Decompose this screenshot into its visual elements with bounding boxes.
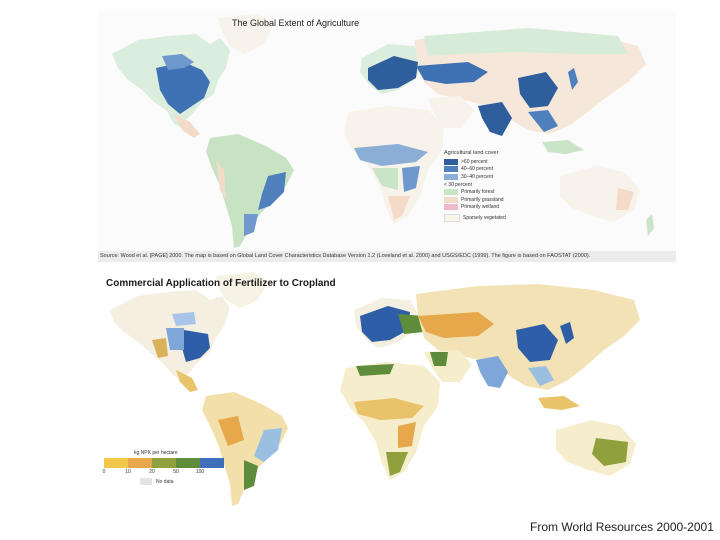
scale-swatch [152, 458, 176, 468]
east-africa-cropland [402, 166, 420, 192]
agriculture-map-graphic [112, 14, 654, 248]
indonesia-islands [542, 140, 584, 154]
canada-prairie-fertilizer [172, 312, 196, 326]
india-cropland [478, 102, 512, 136]
legend-swatch [444, 166, 458, 173]
southeast-asia-fertilizer [528, 366, 554, 386]
us-midwest-high-fertilizer [182, 330, 210, 362]
agriculture-legend-heading: Agricultural land cover [444, 150, 499, 156]
brazil-fertilizer [254, 428, 282, 462]
fertilizer-legend-heading: kg NPK per hectare [134, 450, 178, 456]
scale-tick-label: 10 [125, 469, 131, 475]
central-asia-fertilizer [418, 312, 494, 338]
legend-label: Primarily grassland [461, 196, 504, 203]
legend-row-grassland: Primarily grassland [444, 196, 534, 204]
legend-row-high: >60 percent [444, 158, 534, 166]
legend-swatch [444, 158, 458, 165]
north-america-prairies [162, 54, 194, 70]
china-cropland [518, 72, 558, 108]
legend-label: Primarily forest [461, 189, 495, 196]
agriculture-map-source: Source: Wood et al. [PAGE] 2000. The map… [98, 251, 676, 262]
east-africa-fertilizer [398, 422, 416, 448]
legend-swatch [444, 173, 458, 180]
fertilizer-scale-ticks: 0 10 20 50 100 [102, 468, 224, 476]
australia-east-cropland [616, 188, 634, 210]
legend-row-low: 30–40 percent [444, 173, 534, 181]
scale-swatch [128, 458, 152, 468]
korea-japan-fertilizer [560, 322, 574, 344]
south-america-landmass [206, 134, 294, 248]
scale-swatch [176, 458, 200, 468]
southern-africa-grassland [388, 196, 410, 220]
europe-cropland [368, 56, 418, 90]
india-fertilizer [476, 356, 508, 388]
pampas-cropland [244, 214, 258, 236]
mexico-grassland [174, 114, 200, 138]
greenland-landmass [218, 14, 274, 54]
agriculture-legend-subheading: < 30 percent [444, 181, 472, 188]
africa-landmass [344, 106, 444, 224]
fertilizer-color-scale [104, 458, 224, 468]
middle-east-landmass [428, 96, 474, 128]
legend-swatch [444, 189, 458, 196]
australia-fertilizer [592, 438, 628, 466]
north-america-cropland [156, 62, 210, 114]
scale-swatch [104, 458, 128, 468]
sahel-cropland [354, 144, 428, 166]
legend-label: 30–40 percent [461, 173, 493, 180]
no-data-swatch [140, 478, 152, 485]
scale-tick-label: 50 [173, 469, 179, 475]
new-zealand [646, 214, 654, 236]
fertilizer-map-title: Commercial Application of Fertilizer to … [106, 278, 336, 289]
agriculture-extent-map-panel: The Global Extent of Agriculture Agricul… [98, 10, 676, 262]
legend-label: Primarily wetland [461, 204, 500, 211]
legend-swatch [444, 196, 458, 203]
africa-mediterranean-fertilizer [356, 364, 394, 376]
legend-swatch [444, 213, 460, 222]
china-high-fertilizer [516, 324, 558, 362]
us-west-fertilizer [152, 338, 168, 358]
legend-swatch [444, 204, 458, 211]
no-data-legend-item: No data [140, 478, 224, 485]
fertilizer-map-panel: Commercial Application of Fertilizer to … [98, 270, 643, 512]
no-data-label: No data [156, 478, 174, 485]
south-africa-fertilizer [386, 452, 408, 476]
eastern-europe-fertilizer [398, 314, 424, 334]
legend-row-mid: 40–60 percent [444, 166, 534, 174]
legend-row-sparse: Sparsely vegetated [444, 213, 534, 222]
africa-landmass [340, 362, 440, 480]
legend-label: Sparsely vegetated [463, 214, 506, 221]
sahel-fertilizer [354, 398, 424, 420]
argentina-fertilizer [244, 460, 258, 490]
europe-high-fertilizer [360, 306, 410, 342]
greenland-landmass [216, 272, 268, 308]
scale-swatch [200, 458, 224, 468]
southeast-asia-cropland [528, 110, 558, 132]
andes-grassland [216, 160, 226, 200]
legend-row-forest: Primarily forest [444, 189, 534, 197]
legend-row-wetland: Primarily wetland [444, 204, 534, 212]
fertilizer-legend: kg NPK per hectare 0 10 20 50 100 No dat… [102, 450, 224, 485]
us-plains-fertilizer [166, 328, 184, 350]
middle-east-fertilizer [430, 352, 448, 366]
agriculture-map-title: The Global Extent of Agriculture [232, 18, 360, 28]
agriculture-legend: Agricultural land cover >60 percent 40–6… [444, 150, 534, 222]
legend-label: 40–60 percent [461, 166, 493, 173]
legend-label: >60 percent [461, 158, 488, 165]
central-africa-forest [372, 168, 398, 190]
mexico-fertilizer [176, 370, 198, 392]
fertilizer-map-graphic [110, 272, 640, 506]
scale-tick-label: 100 [195, 469, 205, 475]
south-america-cropland [258, 172, 286, 210]
scale-tick-label: 20 [149, 469, 155, 475]
slide-credit: From World Resources 2000-2001 [530, 520, 714, 534]
indonesia-islands [538, 396, 580, 410]
central-asia-cropland [416, 62, 488, 84]
scale-tick-label: 0 [102, 469, 106, 475]
japan-island [568, 68, 578, 90]
russia-forest [424, 28, 628, 56]
south-america-orange [218, 416, 244, 446]
